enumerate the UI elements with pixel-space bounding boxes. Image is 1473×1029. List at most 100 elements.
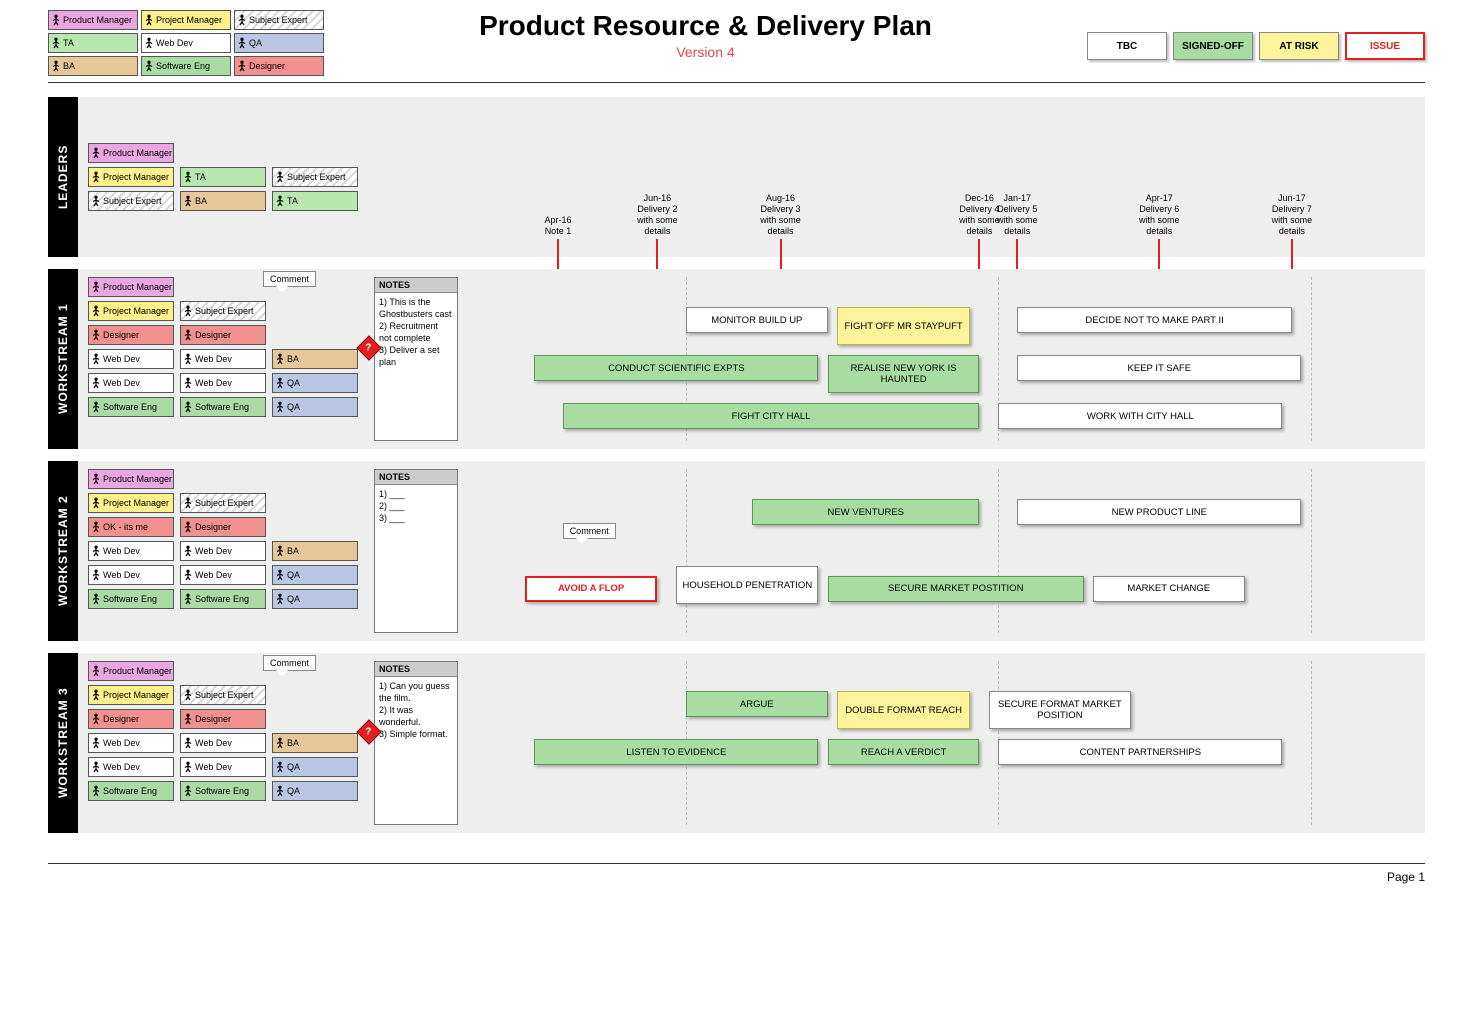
role-label: Web Dev: [103, 374, 140, 392]
role-chip: OK - its me: [88, 517, 174, 537]
activity-box: DECIDE NOT TO MAKE PART II: [1017, 307, 1292, 333]
role-label: Subject Expert: [287, 168, 346, 186]
role-chip: Web Dev: [88, 349, 174, 369]
role-label: Web Dev: [195, 542, 232, 560]
role-label: BA: [287, 734, 299, 752]
role-chip: TA: [180, 167, 266, 187]
notes-title: NOTES: [375, 278, 457, 293]
role-label: Subject Expert: [195, 302, 254, 320]
notes-box: NOTES1) Can you guess the film.2) It was…: [374, 661, 458, 825]
notes-body: 1) Can you guess the film.2) It was wond…: [375, 677, 457, 743]
team-row: Web DevWeb DevBA: [88, 733, 366, 753]
team-row: Project ManagerSubject Expert: [88, 493, 366, 513]
role-chip: BA: [272, 541, 358, 561]
role-label: BA: [287, 542, 299, 560]
role-label: Web Dev: [195, 566, 232, 584]
team-row: Project Manager Subject Expert: [88, 301, 366, 321]
activity-box: WORK WITH CITY HALL: [998, 403, 1282, 429]
activity-box: MARKET CHANGE: [1093, 576, 1245, 602]
role-chip: Product Manager: [88, 143, 174, 163]
role-chip: Subject Expert: [88, 191, 174, 211]
status-box: ISSUE: [1345, 32, 1425, 60]
team-row: Web Dev Web Dev QA: [88, 565, 366, 585]
team-row: Software Eng Software Eng QA: [88, 397, 366, 417]
role-label: BA: [63, 57, 75, 75]
role-chip: Web Dev: [180, 349, 266, 369]
status-box: AT RISK: [1259, 32, 1339, 60]
role-chip: Project Manager: [88, 685, 174, 705]
activity-box: NEW PRODUCT LINE: [1017, 499, 1301, 525]
activity-box: CONDUCT SCIENTIFIC EXPTS: [534, 355, 818, 381]
leaders-section: LEADERS Product ManagerProject ManagerTA…: [48, 97, 1425, 257]
role-label: Software Eng: [195, 782, 249, 800]
role-label: Subject Expert: [103, 192, 162, 210]
role-label: Web Dev: [103, 350, 140, 368]
role-chip: QA: [272, 397, 358, 417]
role-chip: BA: [48, 56, 138, 76]
role-chip: Subject Expert: [180, 493, 266, 513]
role-label: Project Manager: [103, 302, 169, 320]
page-number: Page 1: [1387, 870, 1425, 884]
role-chip: Subject Expert: [180, 301, 266, 321]
role-label: Product Manager: [103, 278, 172, 296]
milestone-label: Apr-16Note 1: [518, 215, 598, 237]
role-chip: Subject Expert: [180, 685, 266, 705]
role-chip: Software Eng: [88, 397, 174, 417]
role-label: Subject Expert: [249, 11, 308, 29]
role-label: Software Eng: [103, 590, 157, 608]
team-row: OK - its meDesigner: [88, 517, 366, 537]
activity-box: AVOID A FLOP: [525, 576, 658, 602]
role-label: Product Manager: [63, 11, 132, 29]
role-label: Project Manager: [103, 686, 169, 704]
activity-box: HOUSEHOLD PENETRATION: [676, 566, 818, 604]
role-chip: Project Manager: [141, 10, 231, 30]
role-label: TA: [195, 168, 206, 186]
team-row: Project Manager Subject Expert: [88, 685, 366, 705]
role-label: QA: [287, 398, 300, 416]
role-label: Web Dev: [156, 34, 193, 52]
activity-box: SECURE FORMAT MARKET POSITION: [989, 691, 1131, 729]
workstream-section: WORKSTREAM 2 Product ManagerProject Mana…: [48, 461, 1425, 641]
milestone-label: Apr-17Delivery 6with somedetails: [1119, 193, 1199, 237]
status-legend: TBCSIGNED-OFFAT RISKISSUE: [1087, 32, 1425, 60]
role-label: Web Dev: [103, 734, 140, 752]
role-chip: TA: [48, 33, 138, 53]
role-chip: Web Dev: [180, 757, 266, 777]
role-chip: TA: [272, 191, 358, 211]
role-label: Web Dev: [195, 758, 232, 776]
role-chip: Software Eng: [180, 589, 266, 609]
role-label: Web Dev: [103, 566, 140, 584]
legend-grid: Product Manager Project Manager Subject Ex…: [48, 10, 324, 76]
role-label: Project Manager: [156, 11, 222, 29]
team-row: DesignerDesigner: [88, 709, 366, 729]
notes-body: 1) This is the Ghostbusters cast2) Recru…: [375, 293, 457, 371]
role-chip: Subject Expert: [272, 167, 358, 187]
role-label: QA: [249, 34, 262, 52]
section-label: WORKSTREAM 3: [48, 653, 78, 833]
leaders-team: Product ManagerProject ManagerTASubject …: [88, 143, 458, 211]
role-chip: Web Dev: [88, 565, 174, 585]
team-row: Software EngSoftware EngQA: [88, 589, 366, 609]
role-chip: Software Eng: [180, 781, 266, 801]
role-label: QA: [287, 374, 300, 392]
role-chip: Software Eng: [88, 589, 174, 609]
team-row: Software EngSoftware EngQA: [88, 781, 366, 801]
role-label: Software Eng: [156, 57, 210, 75]
role-chip: Product Manager: [88, 661, 174, 681]
role-chip: Web Dev: [88, 733, 174, 753]
milestone-label: Jun-16Delivery 2with somedetails: [617, 193, 697, 237]
activity-box: REACH A VERDICT: [828, 739, 980, 765]
role-chip: Designer: [88, 325, 174, 345]
activity-box: NEW VENTURES: [752, 499, 979, 525]
activity-box: FIGHT OFF MR STAYPUFT: [837, 307, 970, 345]
role-chip: Web Dev: [180, 373, 266, 393]
role-chip: Software Eng: [180, 397, 266, 417]
notes-title: NOTES: [375, 470, 457, 485]
role-label: QA: [287, 566, 300, 584]
role-chip: Designer: [180, 325, 266, 345]
role-label: Product Manager: [103, 470, 172, 488]
role-label: Web Dev: [195, 350, 232, 368]
role-chip: Web Dev: [141, 33, 231, 53]
role-label: Designer: [103, 710, 139, 728]
workstream-timeline: ARGUEDOUBLE FORMAT REACHSECURE FORMAT MA…: [468, 661, 1415, 825]
